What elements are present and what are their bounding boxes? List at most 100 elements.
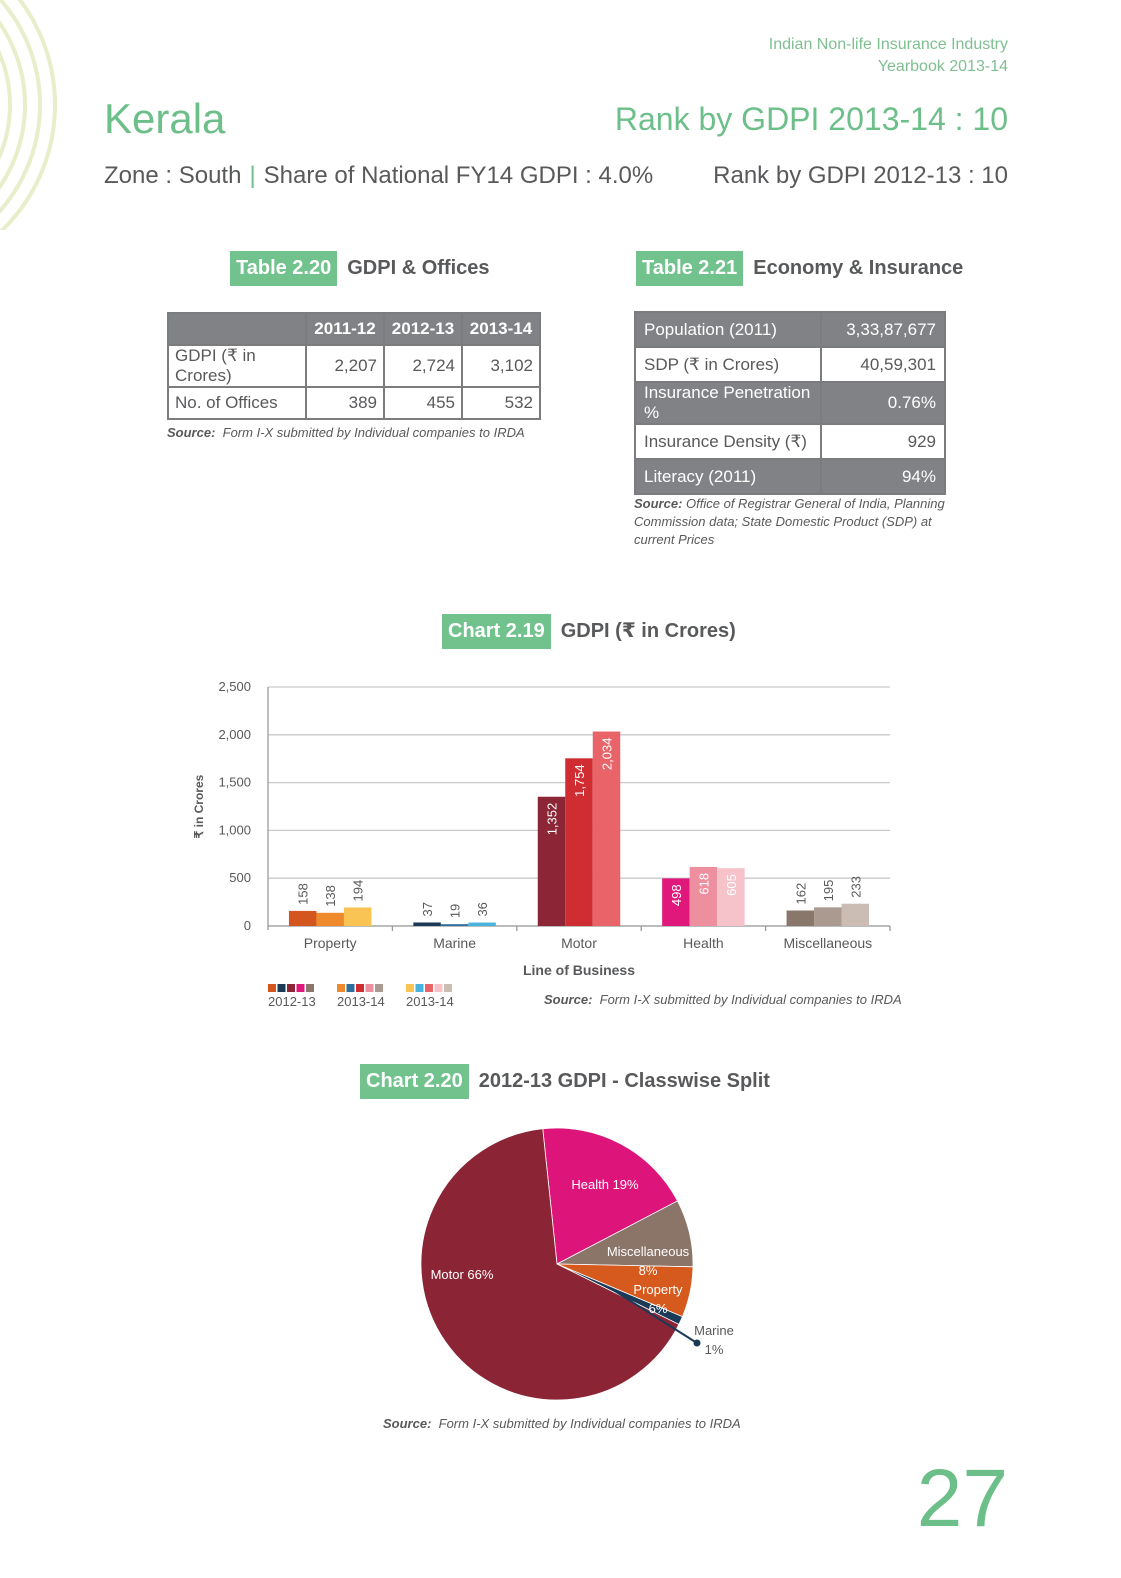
legend-swatch	[356, 984, 364, 992]
cell-value: 94%	[820, 458, 946, 495]
legend-swatch	[306, 984, 314, 992]
x-axis-label: Line of Business	[523, 962, 635, 978]
cell-value: 3,102	[461, 344, 541, 388]
bar	[316, 912, 344, 926]
yearbook-header: Indian Non-life Insurance Industry Yearb…	[769, 34, 1008, 78]
bar-value-label: 618	[696, 873, 711, 895]
chart2-source: Source: Form I-X submitted by Individual…	[383, 1415, 741, 1433]
legend-label: 2013-14	[337, 994, 385, 1009]
table1-source: Source: Form I-X submitted by Individual…	[167, 424, 525, 442]
cell-value: 532	[461, 386, 541, 420]
classwise-pie-chart: Health 19% Miscellaneous 8% Property 6% Marin…	[420, 1127, 734, 1401]
column-header: 2012-13	[383, 312, 463, 346]
bar-value-label: 36	[475, 902, 490, 916]
x-tick-label: Health	[683, 935, 723, 951]
table2-title: Economy & Insurance	[753, 257, 964, 279]
pie-label: Marine	[694, 1323, 734, 1338]
gdpi-bar-chart: 0 500 1,000 1,500 2,000 2,500 ₹ in Crores Line …	[192, 679, 891, 1009]
bar	[689, 866, 718, 926]
bar	[786, 910, 815, 926]
table2-heading: Table 2.21 Economy & Insurance	[636, 251, 963, 286]
source-line3: current Prices	[634, 532, 715, 547]
gdpi-offices-table: 2011-12 2012-13 2013-14 GDPI (₹ in Crore…	[167, 312, 541, 420]
y-axis-label: ₹ in Crores	[192, 774, 206, 838]
bar-value-label: 498	[669, 884, 684, 906]
legend-swatch	[365, 984, 374, 992]
column-header: 2013-14	[461, 312, 541, 346]
legend-swatch	[268, 984, 276, 992]
table-row: Insurance Density (₹) 929	[634, 423, 946, 460]
legend-swatch	[375, 984, 383, 992]
row-label: SDP (₹ in Crores)	[634, 346, 822, 383]
pie-label: 6%	[649, 1301, 668, 1316]
pie-label: 8%	[639, 1263, 658, 1278]
bar-value-label: 162	[793, 883, 808, 905]
column-header: 2011-12	[305, 312, 385, 346]
x-tick-label: Motor	[561, 935, 597, 951]
zone-share-line: Zone : South | Share of National FY14 GDPI…	[104, 162, 653, 190]
legend-label: 2013-14	[406, 994, 454, 1009]
bar-value-label: 233	[848, 876, 863, 898]
pie-slice	[542, 1127, 679, 1265]
bar	[537, 796, 566, 926]
pie-label: Health 19%	[571, 1177, 639, 1192]
bar-value-label: 605	[724, 874, 739, 896]
table-row: GDPI (₹ in Crores) 2,207 2,724 3,102	[167, 344, 541, 388]
page-number: 27	[916, 1453, 1008, 1544]
row-label: Insurance Density (₹)	[634, 423, 822, 460]
pie-label: Miscellaneous	[607, 1244, 690, 1259]
table-row: No. of Offices 389 455 532	[167, 386, 541, 420]
legend-swatch	[444, 984, 452, 992]
pie-label: Motor 66%	[431, 1267, 494, 1282]
legend-swatch	[277, 984, 286, 992]
header-line1: Indian Non-life Insurance Industry	[768, 36, 1008, 53]
source-text: Form I-X submitted by Individual compani…	[599, 992, 902, 1007]
bar-value-label: 138	[323, 885, 338, 907]
rank-2013-14: Rank by GDPI 2013-14 : 10	[614, 101, 1008, 137]
bar	[565, 758, 593, 926]
pie-leader-line	[611, 1288, 698, 1344]
cell-value: 2,724	[383, 344, 463, 388]
bar-value-label: 195	[821, 880, 836, 902]
decorative-arcs	[0, 0, 57, 230]
separator: |	[249, 162, 256, 189]
legend-swatch	[287, 984, 295, 992]
legend-swatch	[346, 984, 355, 992]
source-label: Source:	[544, 992, 593, 1007]
bar	[592, 731, 621, 926]
y-tick-label: 1,500	[218, 775, 251, 790]
cell-value: 2,207	[305, 344, 385, 388]
economy-insurance-table: Population (2011) 3,33,87,677 SDP (₹ in …	[634, 311, 946, 495]
bar	[413, 922, 441, 926]
legend-swatch	[337, 984, 345, 992]
table-row: SDP (₹ in Crores) 40,59,301	[634, 346, 946, 383]
source-line1: Office of Registrar General of India, Pl…	[686, 496, 945, 511]
source-text: Form I-X submitted by Individual compani…	[222, 425, 525, 440]
share-text: Share of National FY14 GDPI : 4.0%	[263, 162, 654, 189]
cell-value: 3,33,87,677	[820, 311, 946, 348]
chart1-title: GDPI (₹ in Crores)	[560, 620, 736, 642]
legend-swatch	[296, 984, 305, 992]
bar-value-label: 194	[351, 880, 366, 902]
table2-source: Source: Office of Registrar General of I…	[634, 495, 954, 549]
bar	[288, 910, 317, 926]
bar	[343, 907, 372, 926]
y-tick-label: 2,500	[218, 679, 251, 694]
state-title: Kerala	[104, 95, 226, 142]
chart1-heading: Chart 2.19 GDPI (₹ in Crores)	[442, 614, 736, 649]
cell-value: 0.76%	[820, 381, 946, 425]
x-tick-label: Property	[304, 935, 357, 951]
cell-value: 40,59,301	[820, 346, 946, 383]
y-tick-label: 500	[229, 870, 251, 885]
table1-title: GDPI & Offices	[347, 257, 490, 279]
table-corner-cell	[167, 312, 307, 346]
legend-swatch	[415, 984, 424, 992]
bar	[814, 907, 842, 926]
bar-value-label: 1,754	[572, 764, 587, 797]
cell-value: 389	[305, 386, 385, 420]
source-text: Form I-X submitted by Individual compani…	[438, 1416, 741, 1431]
bar	[841, 903, 870, 926]
table-row: Literacy (2011) 94%	[634, 458, 946, 495]
pie-leader-dot	[693, 1339, 701, 1347]
y-tick-label: 2,000	[218, 727, 251, 742]
